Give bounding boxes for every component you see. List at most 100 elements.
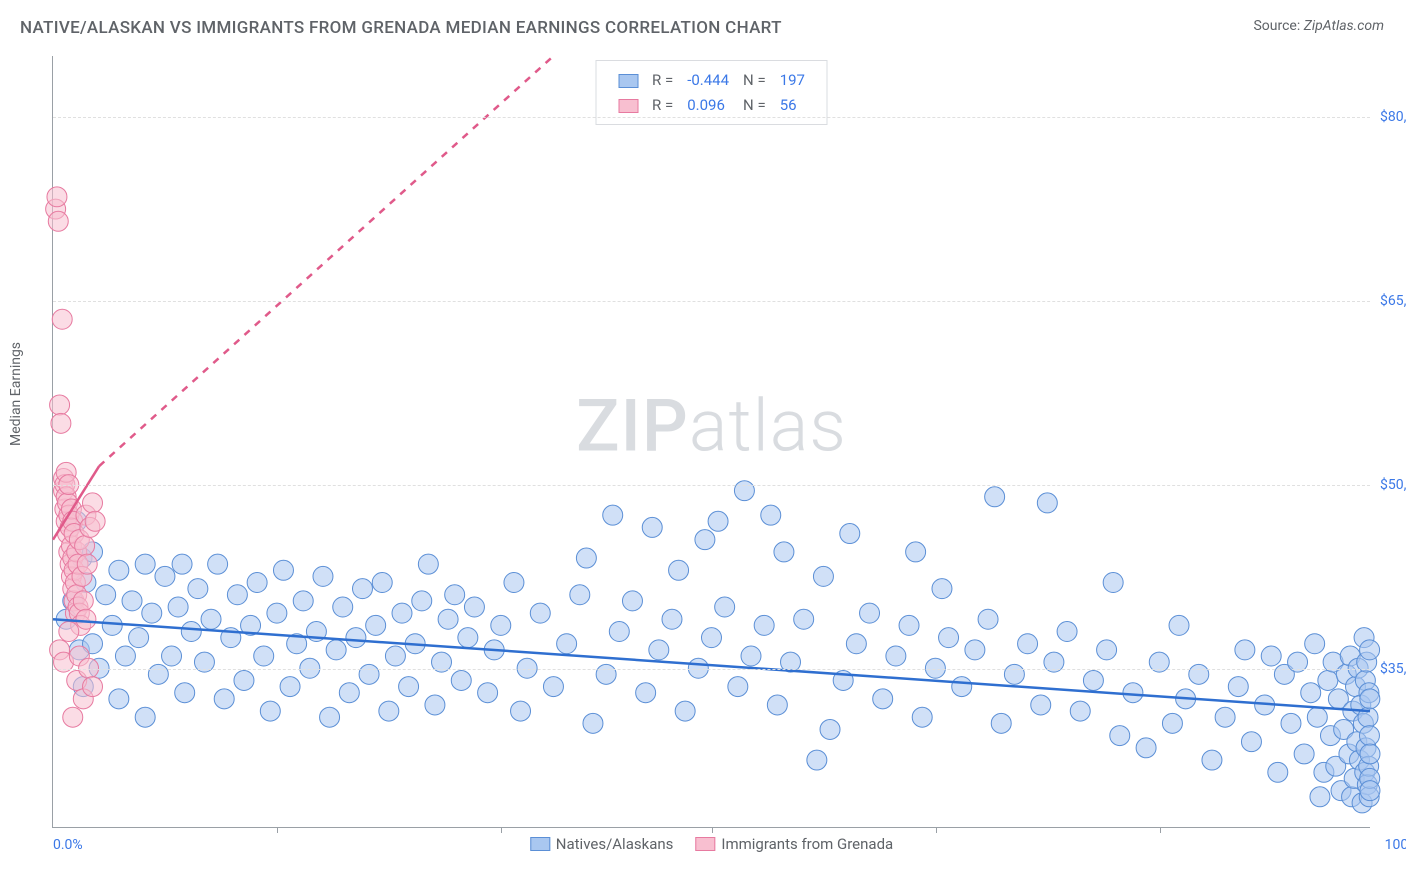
stats-pink-R: 0.096: [681, 94, 735, 117]
data-point: [1037, 493, 1057, 513]
data-point: [734, 481, 754, 501]
data-point: [214, 689, 234, 709]
data-point: [1268, 762, 1288, 782]
data-point: [669, 560, 689, 580]
data-point: [715, 597, 735, 617]
data-point: [418, 554, 438, 574]
data-point: [234, 670, 254, 690]
data-point: [175, 683, 195, 703]
data-point: [280, 677, 300, 697]
data-point: [267, 603, 287, 623]
data-point: [906, 542, 926, 562]
legend-item-pink: Immigrants from Grenada: [695, 835, 893, 853]
stats-pink-N: 56: [774, 94, 811, 117]
data-point: [172, 554, 192, 574]
data-point: [774, 542, 794, 562]
data-point: [491, 615, 511, 635]
data-point: [695, 530, 715, 550]
data-point: [59, 622, 79, 642]
data-point: [754, 615, 774, 635]
data-point: [642, 517, 662, 537]
y-tick-label: $35,000: [1380, 661, 1406, 677]
data-point: [939, 628, 959, 648]
data-point: [339, 683, 359, 703]
data-point: [1162, 713, 1182, 733]
chart-title: NATIVE/ALASKAN VS IMMIGRANTS FROM GRENAD…: [20, 18, 782, 38]
data-point: [445, 585, 465, 605]
data-point: [260, 701, 280, 721]
data-point: [886, 646, 906, 666]
data-point: [530, 603, 550, 623]
y-tick-label: $65,000: [1380, 293, 1406, 309]
data-point: [1360, 689, 1380, 709]
data-point: [820, 719, 840, 739]
data-point: [511, 701, 531, 721]
stats-N-label: N =: [737, 69, 772, 92]
data-point: [1307, 707, 1327, 727]
data-point: [412, 591, 432, 611]
data-point: [504, 573, 524, 593]
data-point: [76, 609, 96, 629]
data-point: [188, 579, 208, 599]
data-point: [293, 591, 313, 611]
data-point: [129, 628, 149, 648]
legend-blue-label: Natives/Alaskans: [556, 835, 674, 853]
data-point: [1261, 646, 1281, 666]
data-point: [464, 597, 484, 617]
data-point: [622, 591, 642, 611]
data-point: [846, 634, 866, 654]
x-tick: [712, 827, 713, 833]
data-point: [425, 695, 445, 715]
data-point: [570, 585, 590, 605]
data-point: [102, 615, 122, 635]
data-point: [115, 646, 135, 666]
data-point: [1228, 677, 1248, 697]
data-point: [208, 554, 228, 574]
x-tick: [1160, 827, 1161, 833]
data-point: [701, 628, 721, 648]
data-point: [451, 670, 471, 690]
data-point: [1004, 664, 1024, 684]
data-point: [675, 701, 695, 721]
data-point: [952, 677, 972, 697]
swatch-blue-icon: [618, 74, 638, 88]
data-point: [807, 750, 827, 770]
data-point: [1318, 670, 1338, 690]
grid-line: [53, 301, 1370, 302]
source-name: ZipAtlas.com: [1304, 18, 1384, 34]
data-point: [478, 683, 498, 703]
data-point: [109, 560, 129, 580]
data-point: [899, 615, 919, 635]
data-point: [932, 579, 952, 599]
data-point: [985, 487, 1005, 507]
data-point: [603, 505, 623, 525]
data-point: [978, 609, 998, 629]
stats-N-label: N =: [737, 94, 772, 117]
data-point: [1136, 738, 1156, 758]
data-point: [122, 591, 142, 611]
data-point: [181, 622, 201, 642]
data-point: [346, 628, 366, 648]
data-point: [1310, 787, 1330, 807]
data-point: [860, 603, 880, 623]
data-point: [83, 493, 103, 513]
y-axis-title: Median Earnings: [8, 342, 24, 446]
x-tick: [277, 827, 278, 833]
data-point: [543, 677, 563, 697]
data-point: [1360, 640, 1380, 660]
swatch-blue-icon: [530, 837, 550, 851]
data-point: [326, 640, 346, 660]
data-point: [1189, 664, 1209, 684]
data-point: [583, 713, 603, 733]
y-tick-label: $80,000: [1380, 109, 1406, 125]
data-point: [254, 646, 274, 666]
data-point: [155, 566, 175, 586]
grid-line: [53, 117, 1370, 118]
data-point: [965, 640, 985, 660]
data-point: [392, 603, 412, 623]
data-point: [313, 566, 333, 586]
stats-row-blue: R = -0.444 N = 197: [612, 69, 811, 92]
data-point: [63, 707, 83, 727]
data-point: [83, 677, 103, 697]
data-point: [75, 536, 95, 556]
